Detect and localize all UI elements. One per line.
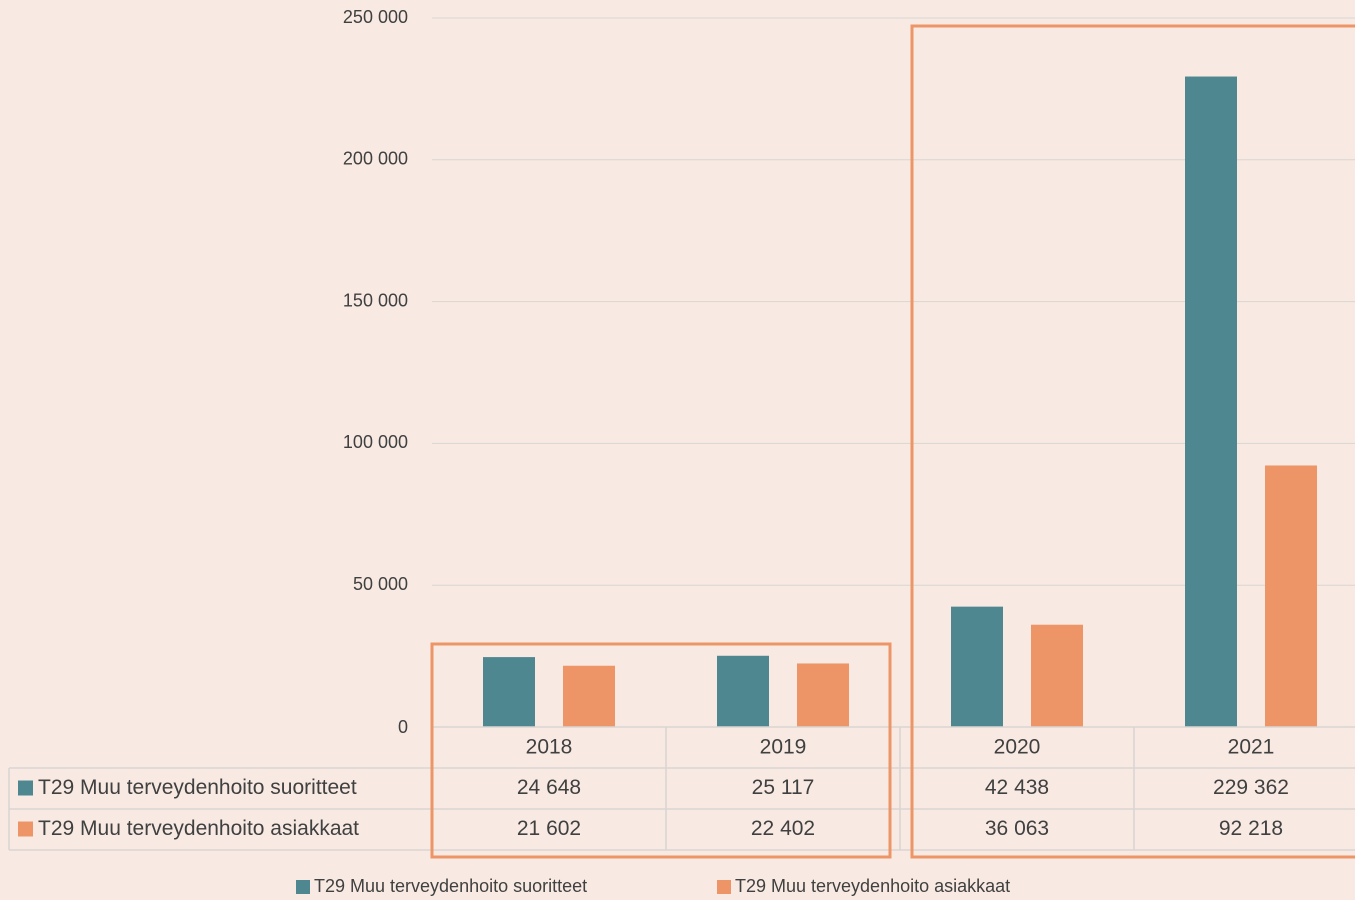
legend-key-suoritteet [296,880,310,894]
bar-suoritteet-2021 [1185,76,1237,728]
data-label: 42 438 [985,776,1049,799]
x-category-label: 2018 [526,736,573,759]
x-category-label: 2020 [994,736,1041,759]
y-tick-label: 250 000 [343,7,408,27]
data-label: 24 648 [517,776,581,799]
table-legend-key-asiakkaat [18,821,33,837]
data-label: 22 402 [751,817,815,840]
bar-asiakkaat-2019 [797,663,849,727]
data-label: 21 602 [517,817,581,840]
legend-label: T29 Muu terveydenhoito asiakkaat [735,876,1010,896]
legend-key-asiakkaat [717,880,731,894]
y-tick-label: 0 [398,717,408,737]
data-label: 36 063 [985,817,1049,840]
data-label: 92 218 [1219,817,1283,840]
y-tick-label: 150 000 [343,290,408,310]
bar-suoritteet-2019 [717,655,769,727]
y-tick-label: 100 000 [343,432,408,452]
bar-asiakkaat-2020 [1031,624,1083,727]
table-legend-key-suoritteet [18,780,33,796]
data-label: 229 362 [1213,776,1289,799]
highlight-box-2020-2021 [910,24,1355,859]
x-category-label: 2019 [760,736,807,759]
data-label: 25 117 [752,776,815,799]
bar-suoritteet-2018 [483,657,535,727]
bar-asiakkaat-2021 [1265,465,1317,727]
x-category-label: 2021 [1228,736,1275,759]
y-tick-label: 200 000 [343,149,408,169]
bar-asiakkaat-2018 [563,665,615,727]
highlight-box-2018-2019 [430,642,892,859]
table-series-label: T29 Muu terveydenhoito asiakkaat [38,817,359,840]
bar-suoritteet-2020 [951,606,1003,727]
legend-label: T29 Muu terveydenhoito suoritteet [314,876,587,896]
y-tick-label: 50 000 [353,574,408,594]
table-series-label: T29 Muu terveydenhoito suoritteet [38,776,357,799]
